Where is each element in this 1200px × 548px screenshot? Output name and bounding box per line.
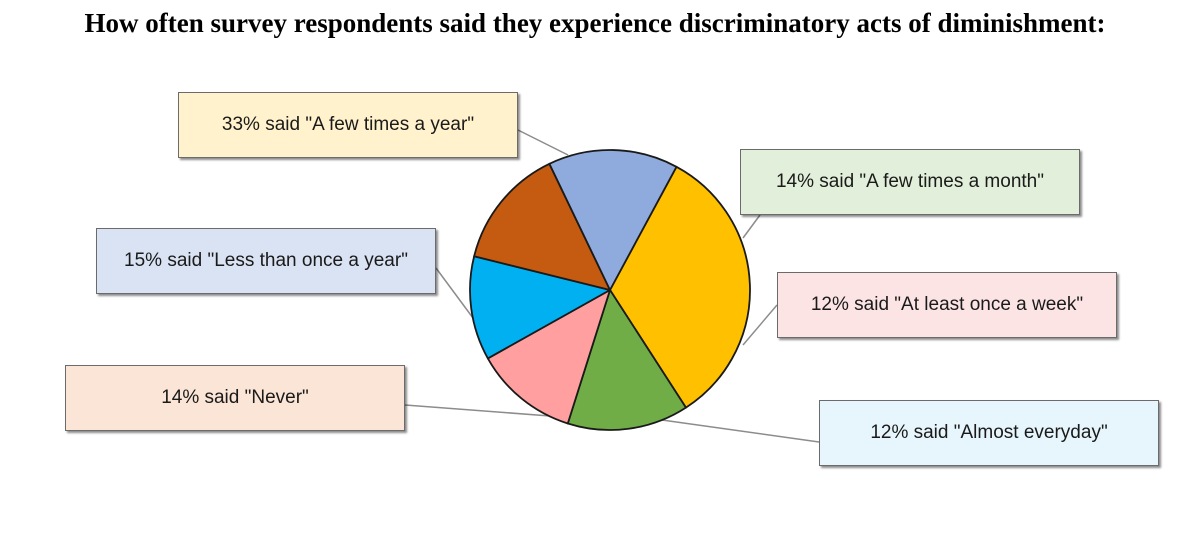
leader-line-few-month bbox=[742, 214, 761, 239]
data-label-never: 14% said "Never" bbox=[65, 365, 405, 431]
pie-slice-never bbox=[473, 162, 611, 291]
pie-slice-once-week bbox=[486, 289, 611, 425]
leader-line-never bbox=[404, 404, 551, 417]
pie-slice-few-month bbox=[566, 289, 687, 431]
data-label-text: 12% said "Almost everyday" bbox=[870, 422, 1108, 443]
leader-line-few-year bbox=[517, 129, 569, 156]
data-label-text: 12% said "At least once a week" bbox=[810, 294, 1084, 315]
leader-line-almost-every bbox=[661, 419, 820, 443]
pie-slice-less-year bbox=[548, 149, 678, 291]
data-label-few-year: 33% said "A few times a year" bbox=[178, 92, 518, 158]
data-label-few-month: 14% said "A few times a month" bbox=[740, 149, 1080, 215]
data-label-text: 15% said "Less than once a year" bbox=[124, 250, 408, 271]
leader-line-once-week bbox=[742, 304, 778, 346]
data-label-less-year: 15% said "Less than once a year" bbox=[96, 228, 436, 294]
data-label-almost-every: 12% said "Almost everyday" bbox=[819, 400, 1159, 466]
leader-line-less-year bbox=[435, 267, 474, 319]
data-label-text: 14% said "A few times a month" bbox=[775, 171, 1044, 192]
data-label-text: 33% said "A few times a year" bbox=[221, 114, 475, 135]
data-label-once-week: 12% said "At least once a week" bbox=[777, 272, 1117, 338]
data-label-text: 14% said "Never" bbox=[161, 387, 309, 408]
chart-title: How often survey respondents said they e… bbox=[84, 8, 1106, 38]
